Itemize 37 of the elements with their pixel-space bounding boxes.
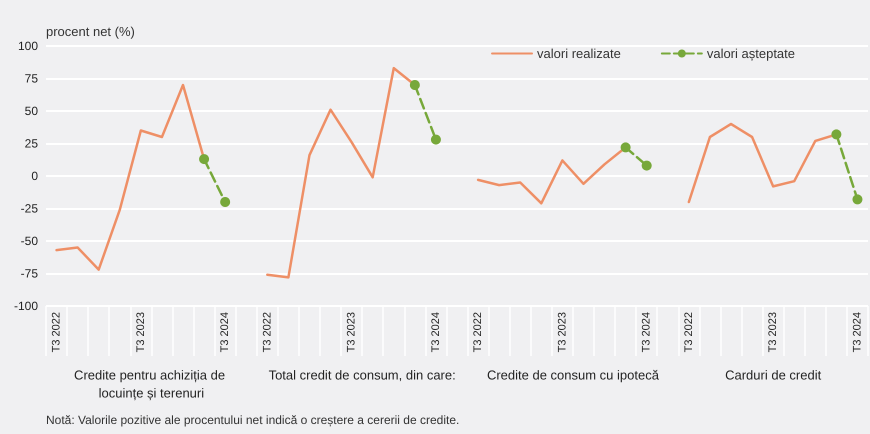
- x-tick-label: T3 2023: [556, 312, 568, 352]
- text: Total credit de consum, din care:: [268, 368, 456, 382]
- point: [831, 129, 842, 140]
- x-tick-label: T3 2024: [851, 312, 864, 352]
- y-tick-label: 75: [24, 72, 38, 86]
- y-tick-label: 100: [18, 39, 38, 53]
- text: Notă: Valorile pozitive ale procentului net indică o creștere a cererii de credite.: [46, 413, 460, 427]
- point: [430, 134, 441, 145]
- x-tick-label: T3 2023: [767, 312, 780, 352]
- x-tick-label: T3 2024: [640, 312, 653, 352]
- y-tick-label: -100: [14, 299, 38, 313]
- legend-label: valori realizate: [537, 46, 621, 61]
- legend-label: valori așteptate: [706, 46, 796, 61]
- x-tick-label: T3 2023: [134, 312, 147, 352]
- point: [852, 194, 862, 204]
- y-tick-label: -75: [20, 266, 38, 280]
- y-tick-label: 0: [31, 169, 38, 183]
- y-tick-label: -50: [20, 234, 38, 248]
- text: Credite de consum cu ipotecă: [486, 368, 660, 382]
- text: Carduri de credit: [725, 368, 822, 382]
- point: [410, 80, 420, 90]
- x-tick-label: T3 2022: [261, 312, 274, 352]
- x-tick-label: T3 2024: [219, 312, 232, 352]
- point: [642, 160, 652, 171]
- point: [620, 142, 631, 152]
- x-tick-label: T3 2024: [430, 312, 442, 352]
- x-tick-label: T3 2022: [472, 312, 484, 352]
- point: [199, 154, 210, 164]
- y-tick-label: -25: [20, 202, 38, 216]
- point: [220, 197, 230, 207]
- y-axis-title: procent net (%): [46, 24, 135, 39]
- x-tick-label: T3 2023: [346, 312, 358, 352]
- text: Credite pentru achiziția de locuințe și terenuri: [74, 368, 229, 400]
- y-tick-label: 50: [24, 104, 38, 118]
- x-tick-label: T3 2022: [682, 312, 695, 352]
- y-tick-label: 25: [24, 136, 38, 150]
- x-tick-label: T3 2022: [50, 312, 63, 352]
